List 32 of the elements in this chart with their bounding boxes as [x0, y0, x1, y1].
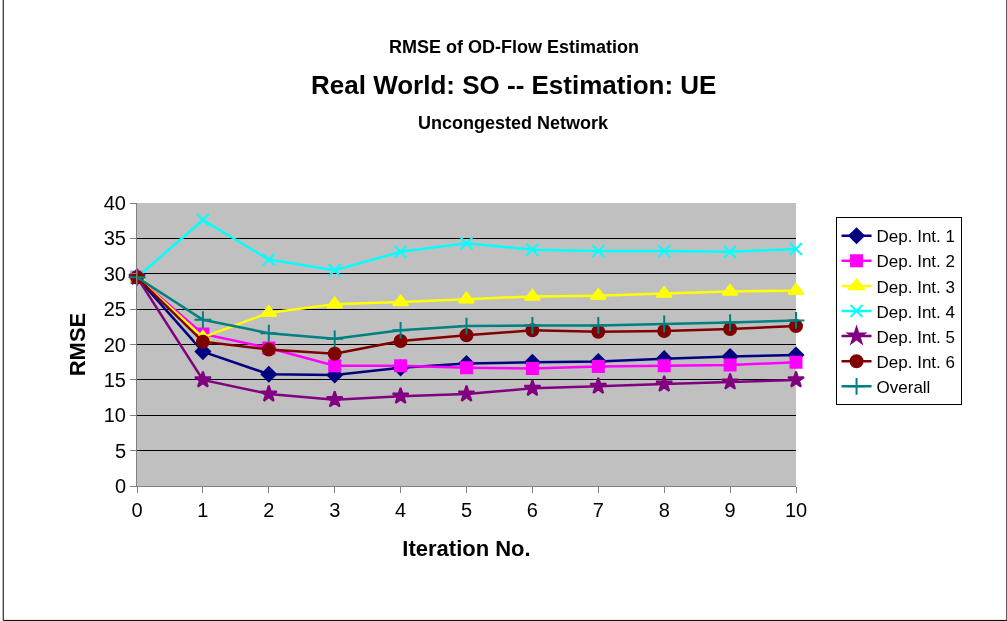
x-tick-label: 9: [724, 499, 736, 521]
x-tick-label: 0: [131, 499, 143, 521]
x-tick-label: 3: [329, 499, 341, 521]
x-tick-label: 5: [460, 499, 473, 521]
y-tick-label: 0: [114, 475, 126, 497]
chart-title: RMSE of OD-Flow Estimation: [389, 37, 639, 57]
legend-label: Dep. Int. 5: [876, 327, 955, 347]
y-axis-title: RMSE: [64, 312, 90, 377]
x-tick-label: 4: [395, 499, 407, 521]
legend-label: Dep. Int. 1: [876, 227, 955, 247]
legend-label: Dep. Int. 3: [876, 277, 955, 297]
y-tick-label: 25: [103, 298, 126, 321]
x-tick-label: 1: [197, 499, 209, 521]
y-tick-label: 20: [103, 333, 126, 356]
y-tick-label: 30: [103, 262, 126, 285]
legend-label: Dep. Int. 2: [876, 252, 955, 272]
x-axis-title: Iteration No.: [402, 535, 531, 561]
x-tick-label: 7: [592, 499, 604, 521]
y-tick-label: 15: [103, 368, 126, 391]
chart-subtitle: Real World: SO -- Estimation: UE: [311, 70, 717, 100]
y-tick-label: 40: [103, 192, 126, 214]
legend-label: Overall: [876, 377, 931, 397]
x-tick-label: 2: [263, 499, 275, 521]
text: Uncongested Network: [418, 113, 610, 133]
x-tick-label: 8: [658, 499, 670, 521]
y-tick-label: 10: [103, 404, 126, 427]
y-tick-label: 5: [114, 439, 126, 462]
x-tick-label: 10: [784, 499, 808, 521]
x-tick-label: 6: [526, 499, 538, 521]
legend-label: Dep. Int. 6: [876, 352, 955, 372]
legend-label: Dep. Int. 4: [876, 302, 955, 322]
y-tick-label: 35: [103, 227, 126, 250]
